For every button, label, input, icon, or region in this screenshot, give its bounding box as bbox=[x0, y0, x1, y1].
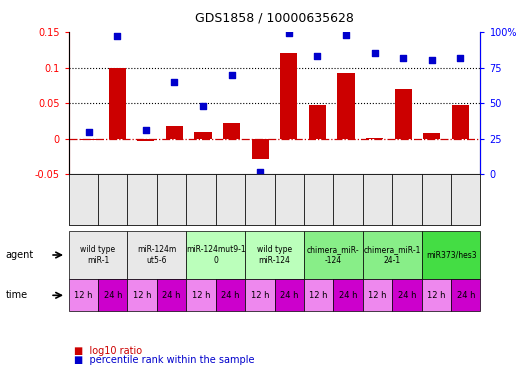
Text: 24 h: 24 h bbox=[103, 291, 122, 300]
Bar bbox=[166, 126, 183, 139]
Text: 24 h: 24 h bbox=[280, 291, 298, 300]
Text: 24 h: 24 h bbox=[221, 291, 240, 300]
Text: 12 h: 12 h bbox=[192, 291, 210, 300]
Bar bbox=[280, 53, 297, 139]
Point bbox=[456, 54, 465, 60]
Text: 12 h: 12 h bbox=[74, 291, 92, 300]
Bar bbox=[194, 132, 212, 139]
Text: 24 h: 24 h bbox=[398, 291, 416, 300]
Text: 12 h: 12 h bbox=[251, 291, 269, 300]
Point bbox=[113, 33, 121, 39]
Point bbox=[342, 32, 350, 38]
Bar bbox=[366, 138, 383, 139]
Point bbox=[170, 79, 178, 85]
Point bbox=[84, 129, 93, 135]
Text: agent: agent bbox=[5, 250, 34, 260]
Text: chimera_miR-
-124: chimera_miR- -124 bbox=[307, 245, 360, 265]
Bar bbox=[337, 73, 355, 139]
Text: GDS1858 / 10000635628: GDS1858 / 10000635628 bbox=[195, 11, 354, 24]
Text: chimera_miR-1
24-1: chimera_miR-1 24-1 bbox=[364, 245, 421, 265]
Text: miR-124m
ut5-6: miR-124m ut5-6 bbox=[137, 245, 176, 265]
Point bbox=[256, 168, 265, 174]
Bar bbox=[109, 68, 126, 139]
Point bbox=[285, 30, 293, 36]
Point bbox=[428, 57, 436, 63]
Bar bbox=[423, 133, 440, 139]
Text: 24 h: 24 h bbox=[457, 291, 475, 300]
Text: miR-124mut9-1
0: miR-124mut9-1 0 bbox=[186, 245, 246, 265]
Text: miR373/hes3: miR373/hes3 bbox=[426, 251, 476, 260]
Point bbox=[313, 53, 322, 59]
Text: 24 h: 24 h bbox=[162, 291, 181, 300]
Point bbox=[199, 103, 208, 109]
Point bbox=[228, 72, 236, 78]
Bar bbox=[137, 139, 154, 141]
Bar bbox=[252, 139, 269, 159]
Point bbox=[371, 50, 379, 56]
Point bbox=[399, 54, 408, 60]
Text: 12 h: 12 h bbox=[368, 291, 387, 300]
Text: wild type
miR-124: wild type miR-124 bbox=[257, 245, 292, 265]
Text: 12 h: 12 h bbox=[427, 291, 446, 300]
Bar bbox=[223, 123, 240, 139]
Text: 12 h: 12 h bbox=[133, 291, 152, 300]
Text: 12 h: 12 h bbox=[309, 291, 328, 300]
Point bbox=[142, 127, 150, 133]
Text: ■  log10 ratio: ■ log10 ratio bbox=[74, 346, 142, 355]
Text: ■  percentile rank within the sample: ■ percentile rank within the sample bbox=[74, 355, 254, 365]
Text: wild type
miR-1: wild type miR-1 bbox=[80, 245, 116, 265]
Bar bbox=[80, 139, 97, 140]
Bar bbox=[309, 105, 326, 139]
Text: 24 h: 24 h bbox=[339, 291, 357, 300]
Text: time: time bbox=[5, 290, 27, 300]
Bar bbox=[395, 89, 412, 139]
Bar bbox=[452, 105, 469, 139]
